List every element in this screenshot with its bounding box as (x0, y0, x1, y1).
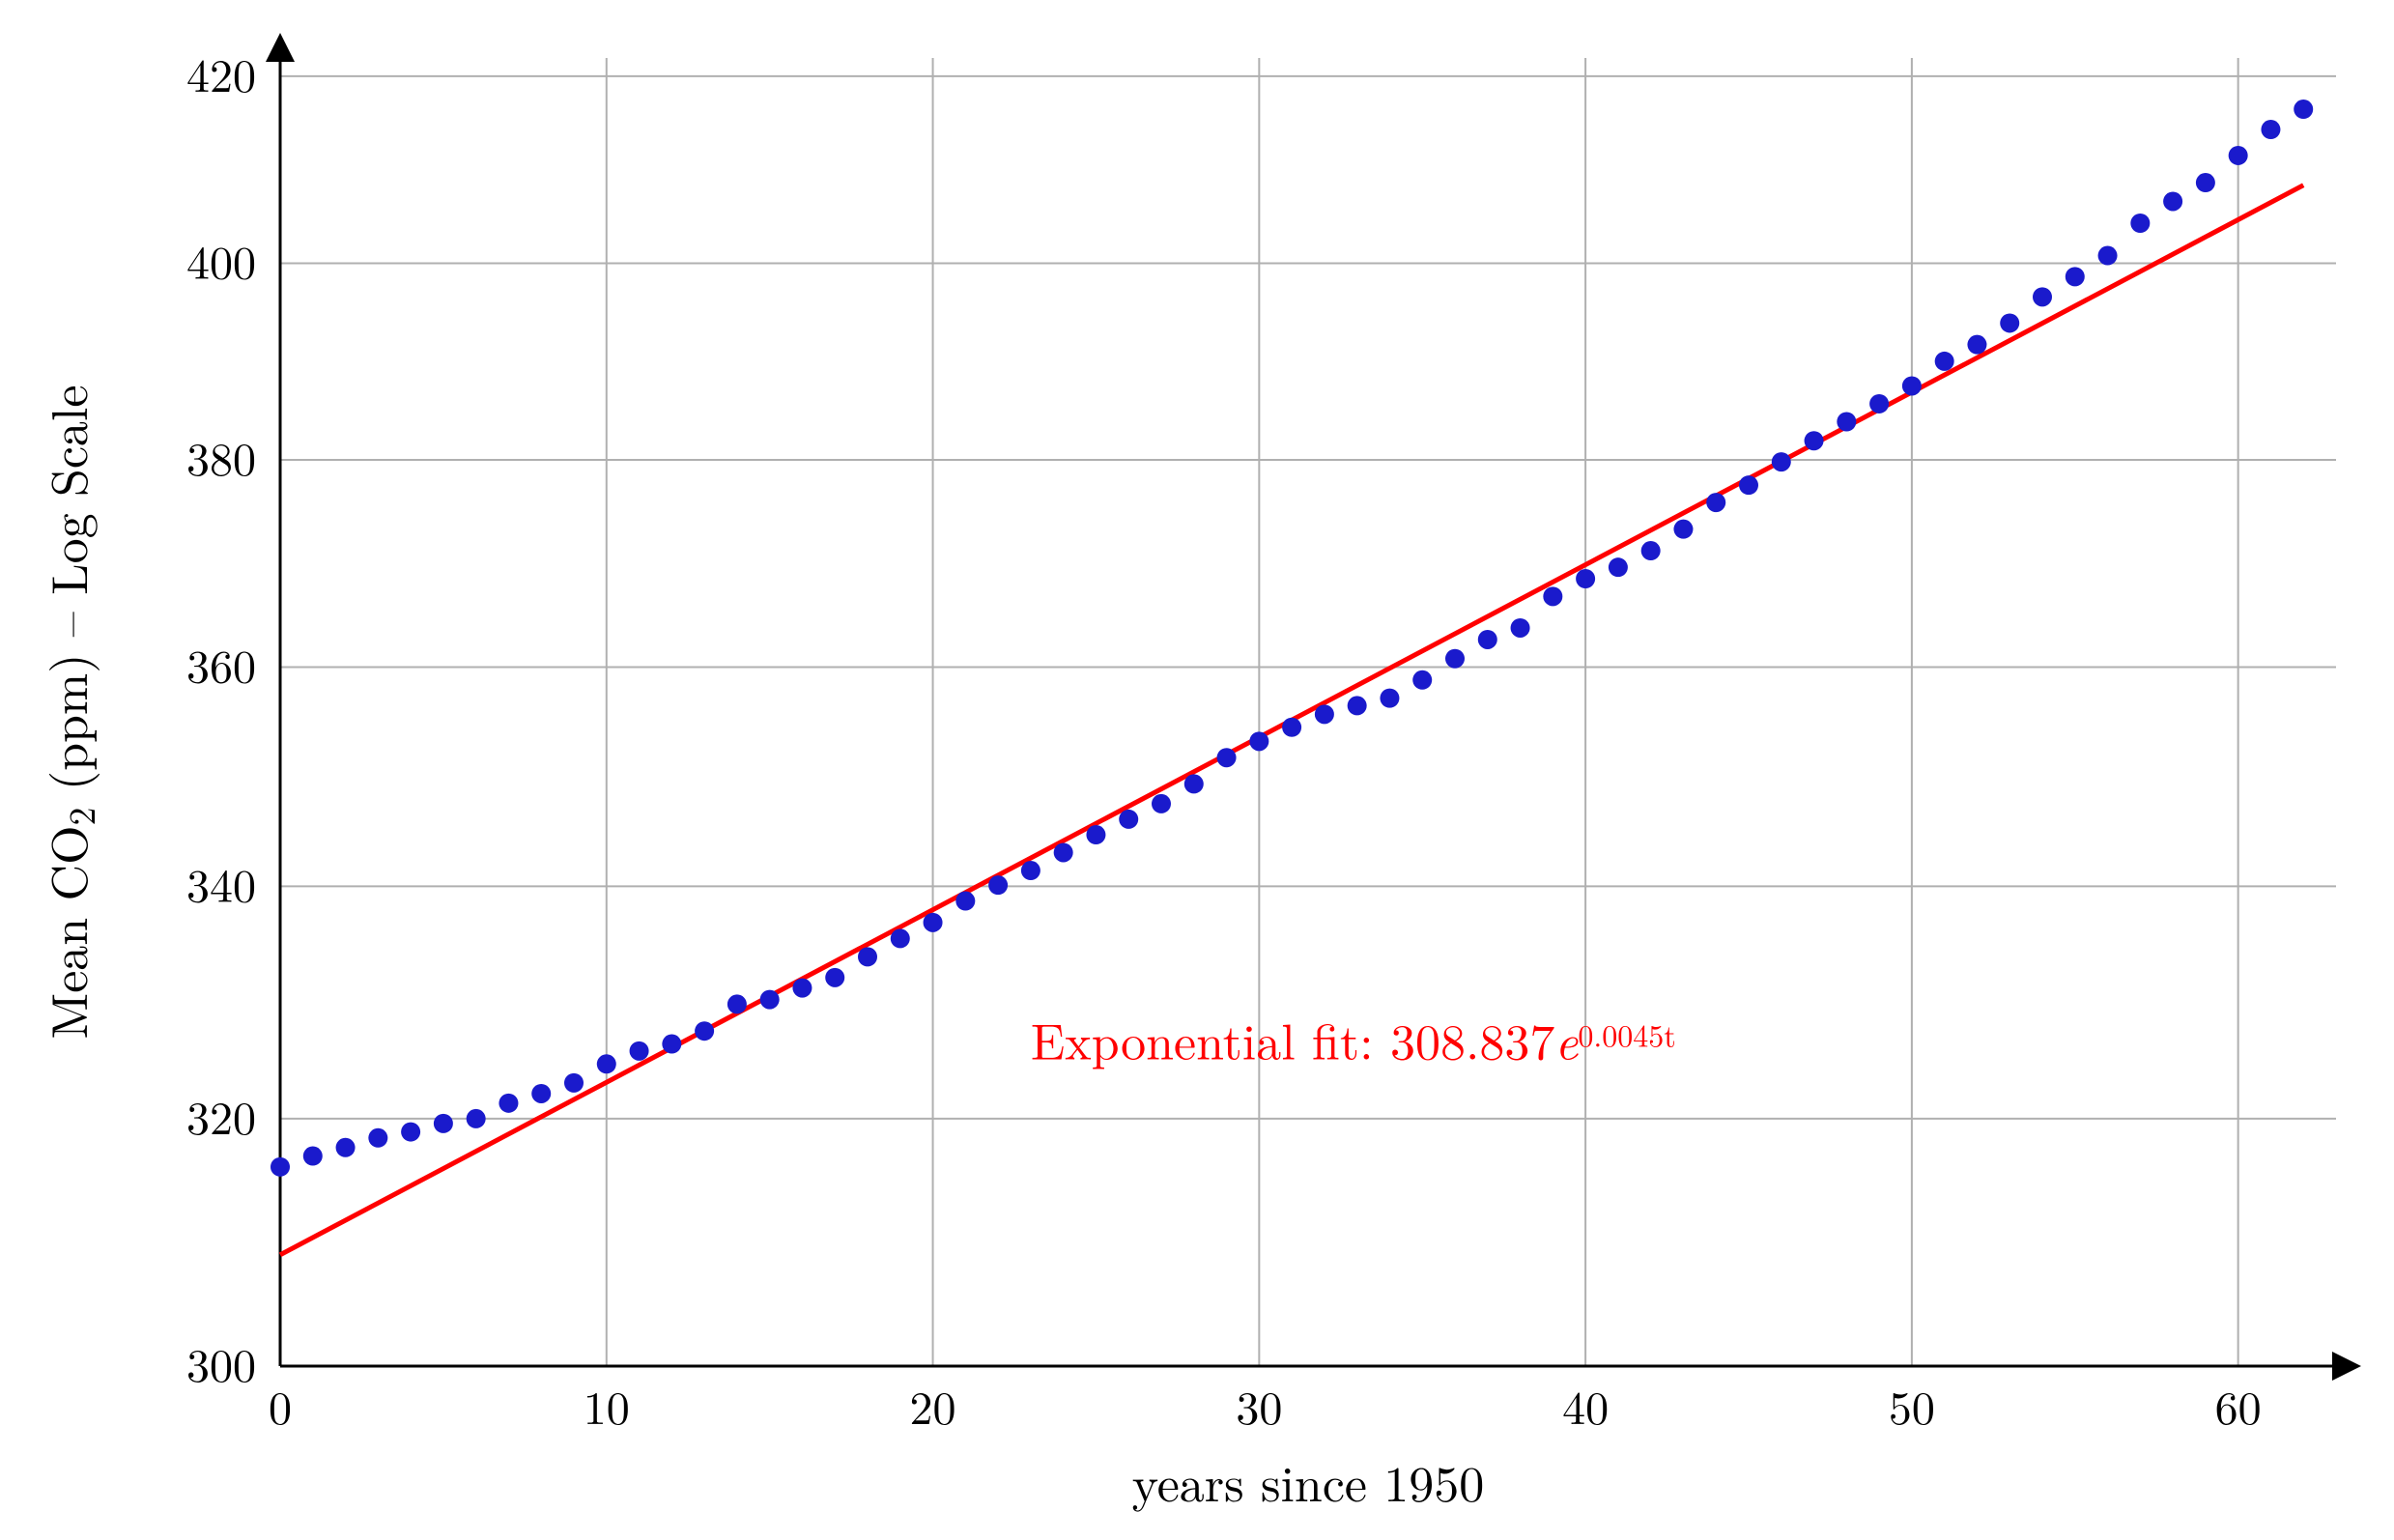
scatter-point (1445, 649, 1465, 669)
scatter-point (1805, 431, 1824, 450)
x-tick-label: 50 (1889, 1372, 1935, 1438)
x-tick-label: 10 (584, 1372, 630, 1438)
scatter-point (1282, 718, 1301, 737)
scatter-point (597, 1054, 616, 1073)
scatter-point (662, 1035, 681, 1054)
scatter-point (630, 1041, 649, 1061)
scatter-point (1412, 670, 1432, 690)
scatter-point (1576, 569, 1595, 588)
x-tick-label: 0 (269, 1372, 292, 1438)
scatter-point (1902, 376, 1922, 395)
scatter-point (1641, 541, 1661, 560)
scatter-point (760, 990, 780, 1010)
scatter-point (1348, 696, 1367, 715)
scatter-point (2130, 214, 2150, 233)
y-tick-label: 380 (186, 423, 256, 489)
scatter-point (1249, 731, 1268, 751)
y-tick-label: 320 (186, 1082, 256, 1148)
scatter-point (1772, 452, 1791, 471)
y-tick-label: 340 (186, 849, 256, 915)
scatter-point (1511, 618, 1530, 638)
scatter-point (1217, 748, 1237, 767)
scatter-point (1706, 493, 1725, 512)
y-tick-label: 400 (186, 226, 256, 292)
scatter-point (1054, 842, 1073, 862)
scatter-point (1673, 520, 1693, 539)
scatter-point (1380, 689, 1399, 708)
y-tick-label: 360 (186, 631, 256, 697)
scatter-point (988, 875, 1008, 895)
scatter-point (2294, 100, 2313, 119)
scatter-point (1869, 394, 1889, 414)
scatter-point (2163, 191, 2182, 211)
scatter-point (924, 913, 943, 932)
scatter-point (1935, 352, 1954, 371)
y-tick-label: 300 (186, 1329, 256, 1395)
scatter-point (2098, 246, 2118, 266)
scatter-point (564, 1073, 584, 1093)
scatter-point (891, 928, 910, 948)
x-tick-label: 30 (1236, 1372, 1282, 1438)
scatter-point (1543, 586, 1562, 606)
scatter-point (1119, 810, 1138, 829)
scatter-point (2261, 120, 2280, 139)
scatter-point (858, 947, 877, 966)
scatter-point (825, 968, 844, 987)
scatter-point (2000, 313, 2019, 332)
scatter-point (1837, 413, 1856, 432)
scatter-point (434, 1114, 453, 1133)
x-tick-label: 40 (1562, 1372, 1609, 1438)
scatter-point (1184, 774, 1204, 793)
scatter-point (368, 1128, 387, 1148)
scatter-point (1152, 794, 1171, 813)
scatter-point (531, 1084, 551, 1103)
scatter-point (727, 994, 747, 1013)
scatter-point (336, 1138, 356, 1157)
x-tick-label: 20 (910, 1372, 956, 1438)
scatter-point (2066, 267, 2085, 286)
scatter-point (1609, 557, 1628, 577)
scatter-point (792, 979, 812, 998)
scatter-point (2229, 146, 2248, 165)
x-tick-label: 60 (2215, 1372, 2262, 1438)
x-axis-label: years since 1950 (1132, 1445, 1485, 1517)
scatter-point (1315, 704, 1334, 724)
scatter-point (401, 1123, 420, 1142)
co2-chart: 0 10 20 30 40 50 60 300 320 340 360 380 400 420 years … (0, 0, 2394, 1540)
y-axis-label: Mean CO2 (ppm) – Log Scale (31, 385, 106, 1040)
scatter-point (271, 1157, 290, 1177)
scatter-point (499, 1094, 518, 1113)
scatter-point (303, 1147, 323, 1166)
scatter-point (2196, 173, 2215, 192)
scatter-point (1086, 825, 1105, 844)
scatter-point (695, 1021, 714, 1041)
scatter-point (1967, 335, 1986, 355)
scatter-point (1021, 861, 1040, 880)
y-tick-label: 420 (186, 40, 256, 105)
scatter-point (1478, 630, 1497, 649)
scatter-point (955, 892, 975, 911)
chart-container: 0 10 20 30 40 50 60 300 320 340 360 380 400 420 years … (0, 0, 2394, 1540)
scatter-point (467, 1109, 486, 1128)
scatter-point (2033, 287, 2052, 306)
scatter-point (1739, 475, 1758, 495)
